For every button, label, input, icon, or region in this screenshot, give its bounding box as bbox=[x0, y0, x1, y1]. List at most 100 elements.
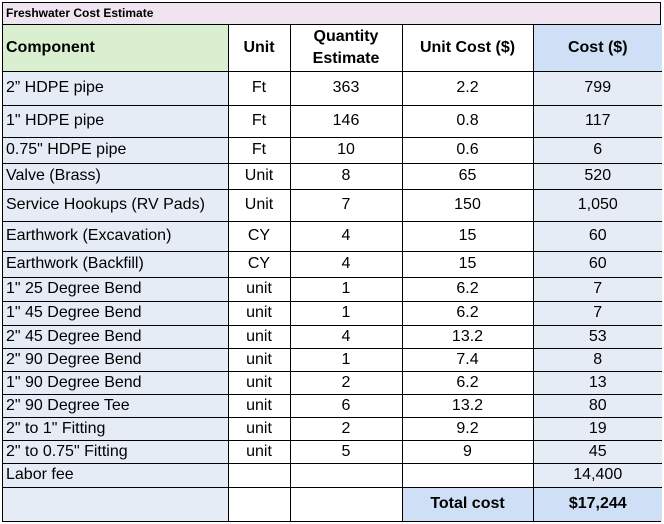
cost-cell: 60 bbox=[532, 250, 662, 278]
quantity-cell: 1 bbox=[289, 300, 403, 326]
header-unit: Unit bbox=[227, 25, 291, 72]
unit-cell: Ft bbox=[227, 70, 291, 106]
unit-cell: CY bbox=[227, 220, 291, 252]
cost-cell: 6 bbox=[532, 136, 662, 164]
cost-cell: 19 bbox=[532, 416, 662, 441]
unit-cost-cell: 0.8 bbox=[401, 104, 534, 138]
quantity-cell: 2 bbox=[289, 416, 403, 441]
table-row: 2” HDPE pipe Ft 363 2.2 799 bbox=[3, 70, 662, 106]
component-cell: 1" 90 Degree Bend bbox=[3, 370, 229, 395]
quantity-cell: 4 bbox=[289, 324, 403, 349]
quantity-cell: 4 bbox=[289, 250, 403, 278]
quantity-cell: 10 bbox=[289, 136, 403, 164]
unit-cost-cell: 0.6 bbox=[401, 136, 534, 164]
unit-cost-cell: 9.2 bbox=[401, 416, 534, 441]
table-row: 2" 45 Degree Bend unit 4 13.2 53 bbox=[3, 324, 662, 349]
unit-cell: unit bbox=[227, 347, 291, 372]
unit-cost-cell: 150 bbox=[401, 188, 534, 222]
quantity-cell: 8 bbox=[289, 162, 403, 190]
unit-cell: Unit bbox=[227, 188, 291, 222]
header-quantity-line1: Quantity bbox=[313, 27, 379, 45]
component-cell: 0.75" HDPE pipe bbox=[3, 136, 229, 164]
quantity-cell: 1 bbox=[289, 347, 403, 372]
unit-cell: unit bbox=[227, 300, 291, 326]
quantity-cell: 363 bbox=[289, 70, 403, 106]
cost-cell: 60 bbox=[532, 220, 662, 252]
unit-cost-cell: 2.2 bbox=[401, 70, 534, 106]
table-row: Earthwork (Backfill) CY 4 15 60 bbox=[3, 250, 662, 278]
component-cell: 2" to 1" Fitting bbox=[3, 416, 229, 441]
quantity-cell bbox=[289, 462, 403, 487]
cost-cell: 799 bbox=[532, 70, 662, 106]
table-row: 1" 25 Degree Bend unit 1 6.2 7 bbox=[3, 276, 662, 302]
table-row: 0.75" HDPE pipe Ft 10 0.6 6 bbox=[3, 136, 662, 164]
unit-cost-cell: 6.2 bbox=[401, 300, 534, 326]
unit-cell: Ft bbox=[227, 104, 291, 138]
unit-cell: unit bbox=[227, 416, 291, 441]
table-row: Earthwork (Excavation) CY 4 15 60 bbox=[3, 220, 662, 252]
component-cell: Service Hookups (RV Pads) bbox=[3, 188, 229, 222]
component-cell: 1" HDPE pipe bbox=[3, 104, 229, 138]
component-cell: Labor fee bbox=[3, 462, 229, 487]
component-cell: 2" 45 Degree Bend bbox=[3, 324, 229, 349]
quantity-cell: 6 bbox=[289, 393, 403, 418]
unit-cell bbox=[227, 462, 291, 487]
component-cell: 2” HDPE pipe bbox=[3, 70, 229, 106]
cost-cell: 14,400 bbox=[532, 462, 662, 487]
component-cell: 1" 25 Degree Bend bbox=[3, 276, 229, 302]
quantity-cell: 5 bbox=[289, 439, 403, 464]
unit-cell: CY bbox=[227, 250, 291, 278]
header-quantity-line2: Estimate bbox=[312, 49, 380, 67]
unit-cost-cell bbox=[401, 462, 534, 487]
quantity-cell: 4 bbox=[289, 220, 403, 252]
header-row: Component Unit Quantity Estimate Unit Co… bbox=[3, 25, 662, 72]
component-cell: Earthwork (Backfill) bbox=[3, 250, 229, 278]
table-row: 1" HDPE pipe Ft 146 0.8 117 bbox=[3, 104, 662, 138]
table-row: 2" 90 Degree Bend unit 1 7.4 8 bbox=[3, 347, 662, 372]
quantity-cell: 7 bbox=[289, 188, 403, 222]
unit-cell: Ft bbox=[227, 136, 291, 164]
cost-cell: 520 bbox=[532, 162, 662, 190]
component-cell: Valve (Brass) bbox=[3, 162, 229, 190]
unit-cell: unit bbox=[227, 439, 291, 464]
header-quantity: Quantity Estimate bbox=[289, 25, 403, 72]
component-cell: 1" 45 Degree Bend bbox=[3, 300, 229, 326]
total-row-blank bbox=[289, 486, 403, 521]
unit-cell: unit bbox=[227, 324, 291, 349]
table-row: 2" to 1" Fitting unit 2 9.2 19 bbox=[3, 416, 662, 441]
sheet-title: Freshwater Cost Estimate bbox=[3, 3, 660, 25]
cost-cell: 117 bbox=[532, 104, 662, 138]
quantity-cell: 146 bbox=[289, 104, 403, 138]
cost-cell: 7 bbox=[532, 300, 662, 326]
unit-cost-cell: 7.4 bbox=[401, 347, 534, 372]
component-cell: 2" 90 Degree Tee bbox=[3, 393, 229, 418]
total-row: Total cost $17,244 bbox=[3, 486, 662, 521]
cost-cell: 1,050 bbox=[532, 188, 662, 222]
table-row: Service Hookups (RV Pads) Unit 7 150 1,050 bbox=[3, 188, 662, 222]
total-row-blank bbox=[3, 486, 229, 521]
cost-cell: 53 bbox=[532, 324, 662, 349]
cost-cell: 80 bbox=[532, 393, 662, 418]
cost-cell: 8 bbox=[532, 347, 662, 372]
table-row: Labor fee 14,400 bbox=[3, 462, 662, 487]
total-cost-value: $17,244 bbox=[532, 486, 662, 521]
component-cell: 2" 90 Degree Bend bbox=[3, 347, 229, 372]
cost-table: Component Unit Quantity Estimate Unit Co… bbox=[3, 25, 662, 521]
header-cost: Cost ($) bbox=[532, 25, 662, 72]
component-cell: Earthwork (Excavation) bbox=[3, 220, 229, 252]
table-row: 1" 90 Degree Bend unit 2 6.2 13 bbox=[3, 370, 662, 395]
unit-cost-cell: 15 bbox=[401, 250, 534, 278]
cost-cell: 13 bbox=[532, 370, 662, 395]
unit-cell: unit bbox=[227, 393, 291, 418]
total-row-blank bbox=[227, 486, 291, 521]
total-cost-label: Total cost bbox=[401, 486, 534, 521]
unit-cost-cell: 6.2 bbox=[401, 276, 534, 302]
table-row: 1" 45 Degree Bend unit 1 6.2 7 bbox=[3, 300, 662, 326]
header-unit-cost: Unit Cost ($) bbox=[401, 25, 534, 72]
unit-cost-cell: 6.2 bbox=[401, 370, 534, 395]
component-cell: 2" to 0.75" Fitting bbox=[3, 439, 229, 464]
quantity-cell: 1 bbox=[289, 276, 403, 302]
unit-cell: unit bbox=[227, 370, 291, 395]
unit-cell: Unit bbox=[227, 162, 291, 190]
